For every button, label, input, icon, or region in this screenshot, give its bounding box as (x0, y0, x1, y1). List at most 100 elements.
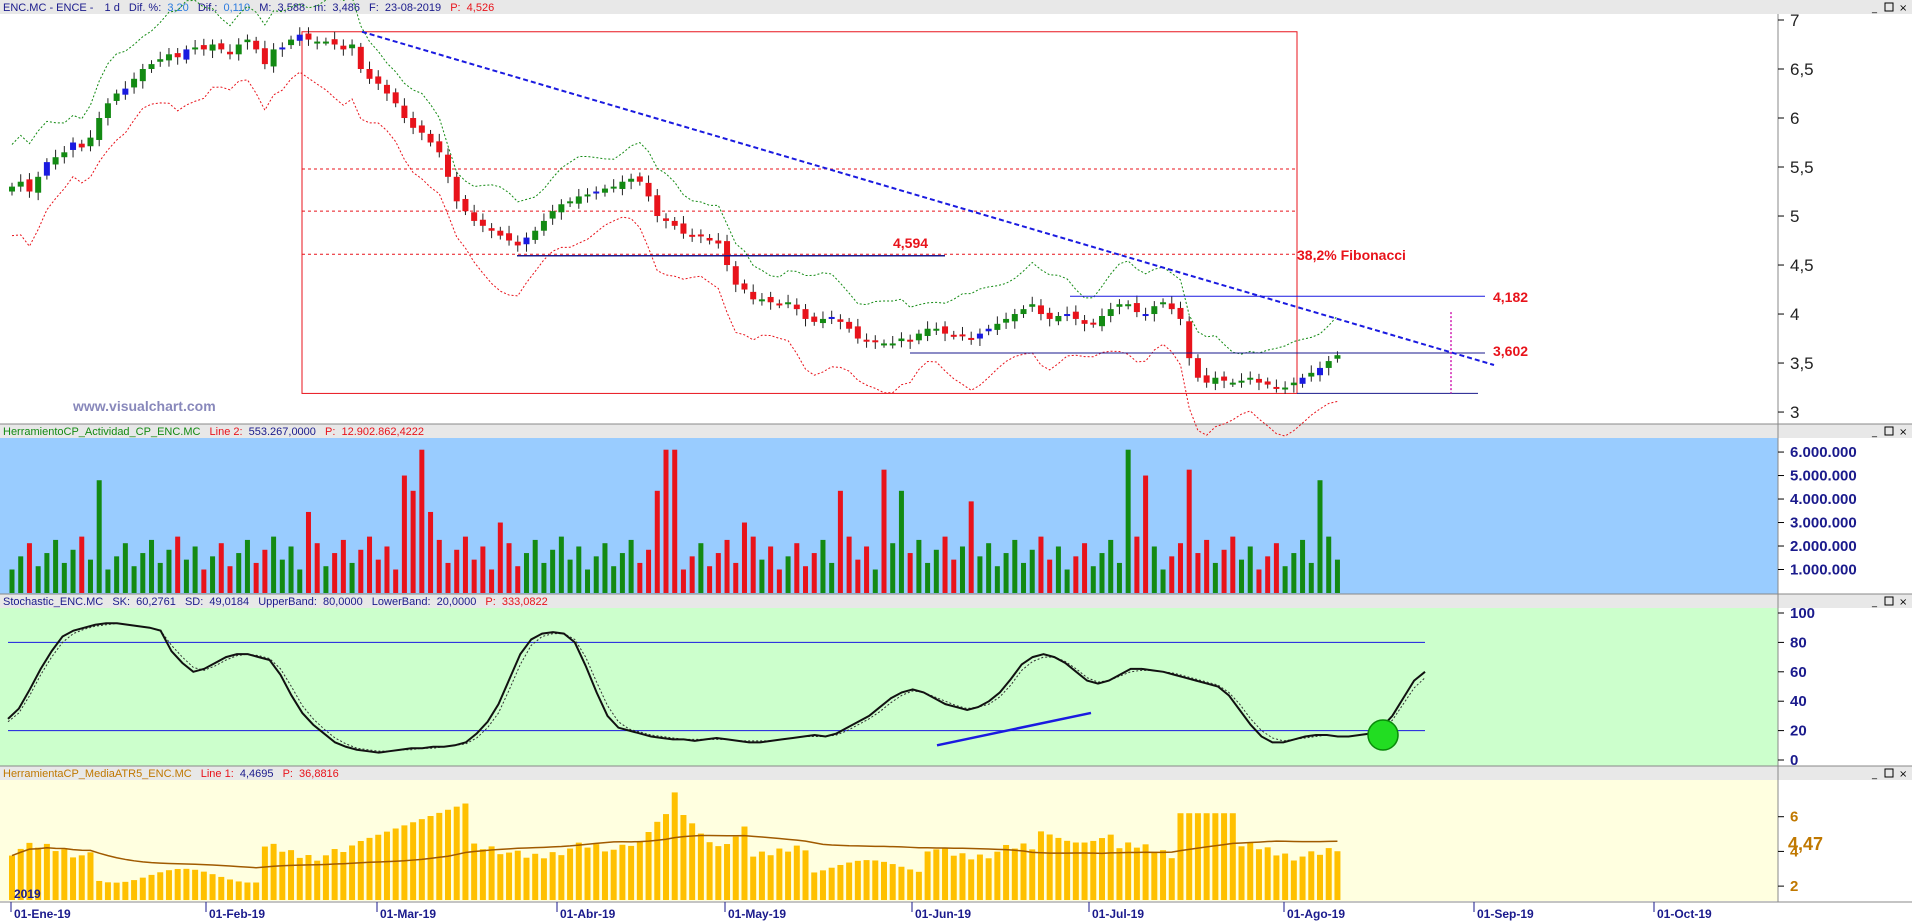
volume-bar (1256, 569, 1262, 593)
candle-body (593, 191, 600, 194)
date-label: F: (369, 2, 379, 14)
atr-bar (1186, 813, 1193, 900)
volume-bar (1012, 539, 1018, 593)
atr-bar (1168, 858, 1175, 900)
candle-body (985, 328, 992, 332)
candle-body (1186, 321, 1193, 359)
candle-body (1273, 386, 1280, 389)
atr-bar (1282, 853, 1289, 900)
volume-bar (61, 562, 67, 593)
volume-bar (1334, 559, 1340, 593)
close-icon[interactable]: × (1899, 3, 1907, 14)
price-tick-label: 6,5 (1790, 60, 1814, 79)
stoch-tick-label: 20 (1790, 723, 1807, 740)
volume-bar (175, 536, 181, 593)
level-4594-label: 4,594 (893, 235, 928, 251)
lower-channel-line (11, 71, 1338, 437)
volume-tick-label: 3.000.000 (1790, 515, 1857, 532)
volume-bar (898, 490, 904, 593)
minimize-icon[interactable]: _ (1871, 597, 1878, 608)
minimize-icon[interactable]: _ (1871, 769, 1878, 780)
price-tick-label: 4 (1790, 305, 1799, 324)
candle-body (1099, 315, 1105, 327)
atr-panel-bg (0, 766, 1778, 901)
atr-bar (1099, 838, 1105, 900)
candle-body (802, 309, 809, 319)
atr-bar (846, 862, 853, 900)
volume-bar (271, 536, 277, 593)
candle-body (1003, 318, 1010, 323)
volume-bar (567, 559, 573, 593)
candle-body (636, 176, 643, 182)
candle-body (654, 195, 661, 217)
minimize-icon[interactable]: _ (1871, 3, 1878, 14)
close-icon[interactable]: × (1899, 427, 1907, 438)
volume-bar (776, 569, 782, 593)
volume-bar (340, 539, 346, 593)
volume-bar (890, 543, 896, 593)
volume-bar (663, 449, 669, 593)
candle-body (907, 339, 914, 342)
candle-body (854, 326, 861, 339)
year-label: 2019 (14, 887, 41, 901)
volume-bar (323, 566, 329, 593)
atr-bar (907, 869, 914, 900)
volume-bar (288, 546, 294, 593)
divergence-line (936, 711, 1092, 747)
atr-bar (1221, 813, 1228, 900)
atr-bar (183, 868, 190, 900)
stoch-tick-label: 40 (1790, 693, 1807, 710)
atr-bar (1308, 851, 1315, 900)
volume-bar (1195, 553, 1201, 593)
close-icon[interactable]: × (1899, 597, 1907, 608)
candle-body (1081, 320, 1088, 324)
restore-icon[interactable] (1884, 2, 1894, 12)
atr-line-label: Line 1: (201, 768, 234, 780)
volume-bar (471, 559, 477, 593)
candle-body (750, 291, 757, 300)
atr-bar (165, 870, 172, 900)
sk-value: 60,2761 (136, 596, 176, 608)
atr-bar (854, 860, 861, 900)
atr-bar (968, 859, 975, 900)
atr-bar (1081, 842, 1088, 900)
atr-bar (1334, 851, 1341, 900)
atr-bar (209, 874, 216, 900)
candle-body (183, 49, 190, 60)
volume-bar (820, 539, 826, 593)
candle-body (244, 39, 251, 43)
volume-bar (541, 562, 547, 593)
restore-icon[interactable] (1884, 596, 1894, 606)
volume-panel-bg (0, 424, 1778, 594)
sd-label: SD: (185, 596, 203, 608)
atr-bar (261, 846, 268, 900)
close-icon[interactable]: × (1899, 769, 1907, 780)
atr-bar (976, 854, 983, 900)
candle-body (87, 137, 94, 147)
candle-body (445, 154, 451, 177)
minimize-icon[interactable]: _ (1871, 427, 1878, 438)
restore-icon[interactable] (1884, 768, 1894, 778)
atr-bar (436, 812, 443, 900)
atr-bar (479, 849, 486, 900)
volume-bar (680, 569, 686, 593)
atr-bar (689, 823, 696, 900)
atr-bar (732, 836, 739, 900)
atr-bar (471, 843, 478, 900)
volume-bar (506, 543, 512, 593)
restore-icon[interactable] (1884, 426, 1894, 436)
atr-bar (445, 809, 451, 900)
atr-bar (392, 828, 399, 900)
lowerband-value: 20,0000 (437, 596, 477, 608)
price-window-controls: _ × (1871, 2, 1907, 14)
atr-bar (288, 850, 295, 900)
atr-bar (174, 868, 181, 900)
price-tick-label: 5 (1790, 207, 1799, 226)
atr-bar (78, 855, 85, 900)
candle-body (889, 343, 896, 346)
atr-bar (994, 851, 1001, 900)
time-tick-label: 01-Ago-19 (1287, 907, 1345, 921)
price-panel-header: ENC.MC - ENCE - 1 d Dif. %: 3,20 Dif.: 0… (3, 2, 494, 14)
atr-bar (192, 869, 199, 900)
min-value: 3,486 (332, 2, 360, 14)
